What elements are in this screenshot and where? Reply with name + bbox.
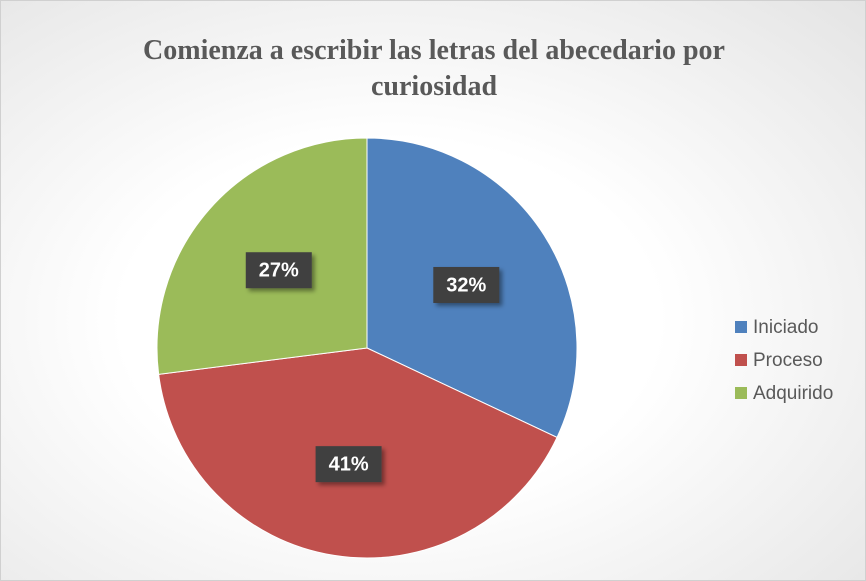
legend-swatch: [735, 387, 747, 399]
label-box: [245, 252, 312, 289]
label-box: [433, 266, 500, 303]
data-label: 32%: [446, 274, 486, 296]
legend-label: Adquirido: [753, 383, 833, 404]
legend-label: Proceso: [753, 350, 823, 371]
chart-title: Comienza a escribir las letras del abece…: [143, 35, 725, 102]
legend-swatch: [735, 354, 747, 366]
data-label: 27%: [259, 260, 299, 282]
legend-label: Iniciado: [753, 317, 819, 338]
label-box: [315, 446, 382, 483]
data-label: 41%: [329, 453, 369, 475]
legend-swatch: [735, 321, 747, 333]
